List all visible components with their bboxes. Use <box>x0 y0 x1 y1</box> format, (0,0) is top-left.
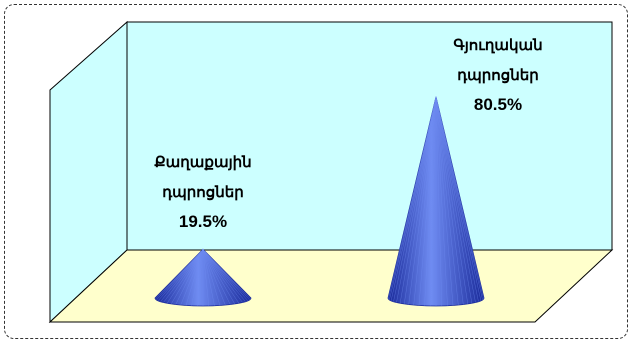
cones-layer <box>154 96 485 307</box>
cone-2-value-label: 80.5% <box>474 95 522 114</box>
cone-2-facets <box>388 96 484 306</box>
cone-1-label-line-2: դպրոցներ <box>162 184 244 201</box>
floor <box>48 249 614 323</box>
cone-1-facets <box>155 249 251 306</box>
cone-2-label-line-1: Գյուղական <box>453 37 542 54</box>
cone-2 <box>387 96 485 307</box>
cone-1 <box>154 248 252 307</box>
cone-1-label-line-1: Քաղաքային <box>154 154 251 171</box>
cone-1-value-label: 19.5% <box>179 212 227 231</box>
cone-2-label-line-2: դպրոցներ <box>457 67 539 84</box>
